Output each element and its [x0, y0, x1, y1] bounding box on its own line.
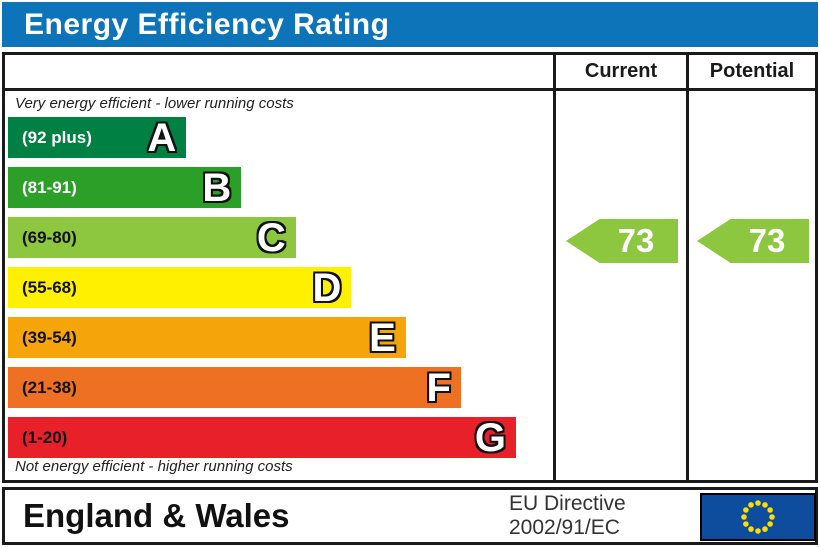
rating-table: Current Potential Very energy efficient …: [2, 52, 818, 483]
potential-rating-value: 73: [748, 222, 786, 259]
band-letter-f: F: [426, 365, 451, 410]
rating-bands: (92 plus) A (81-91) B (69-80) C (55-68) …: [8, 55, 553, 480]
band-letter-d: D: [312, 265, 342, 310]
band-bar-c: (69-80) C: [8, 217, 296, 258]
column-header-potential: Potential: [709, 60, 795, 82]
current-rating-arrow: 73: [566, 219, 678, 263]
eu-directive-line2: 2002/91/EC: [509, 516, 620, 539]
footer-bar: England & Wales EU Directive 2002/91/EC: [2, 487, 818, 545]
band-letter-a: A: [147, 115, 177, 160]
column-header-current: Current: [584, 60, 658, 82]
band-range-label-f: (21-38): [22, 377, 77, 397]
band-range-label-c: (69-80): [22, 227, 77, 247]
eu-flag-icon: [700, 493, 816, 541]
top-note: Very energy efficient - lower running co…: [15, 95, 294, 112]
band-bar-e: (39-54) E: [8, 317, 406, 358]
band-range-label-g: (1-20): [22, 427, 68, 447]
bottom-note: Not energy efficient - higher running co…: [15, 458, 293, 475]
band-bar-g: (1-20) G: [8, 417, 516, 458]
column-divider-current: [553, 55, 556, 480]
header-divider-line: [5, 88, 815, 91]
region-label: England & Wales: [23, 497, 290, 534]
band-bar-d: (55-68) D: [8, 265, 352, 310]
band-bar-f: (21-38) F: [8, 367, 461, 408]
band-letter-e: E: [369, 315, 396, 360]
band-letter-c: C: [256, 215, 286, 260]
band-letter-g: G: [474, 415, 506, 460]
band-bar-a: (92 plus) A: [8, 115, 187, 160]
band-bar-b: (81-91) B: [8, 165, 242, 210]
page-title: Energy Efficiency Rating: [24, 7, 390, 41]
potential-rating-arrow: 73: [697, 219, 809, 263]
eu-directive-line1: EU Directive: [509, 492, 626, 515]
band-range-label-b: (81-91): [22, 177, 77, 197]
eu-directive-label: EU Directive 2002/91/EC: [509, 492, 626, 540]
band-range-label-a: (92 plus): [22, 127, 92, 147]
current-rating-value: 73: [617, 222, 655, 259]
band-letter-b: B: [202, 165, 232, 210]
band-range-label-d: (55-68): [22, 277, 77, 297]
column-divider-potential: [686, 55, 689, 480]
title-bar: Energy Efficiency Rating: [2, 2, 818, 47]
band-range-label-e: (39-54): [22, 327, 77, 347]
